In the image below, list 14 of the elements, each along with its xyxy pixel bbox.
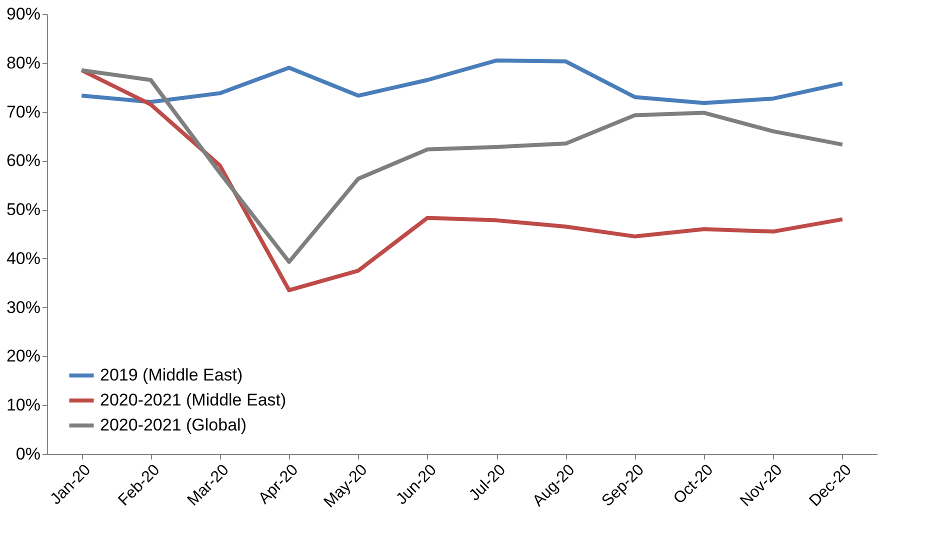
y-tick-label: 70% xyxy=(6,102,40,122)
y-tick-label: 30% xyxy=(6,298,40,317)
legend-label: 2020-2021 (Middle East) xyxy=(100,390,286,410)
y-tick-label: 90% xyxy=(6,4,40,24)
y-tick-label: 20% xyxy=(6,346,40,366)
line-series xyxy=(80,58,844,105)
y-tick-label: 80% xyxy=(6,53,40,72)
y-tick-label: 40% xyxy=(6,248,40,268)
legend-label: 2020-2021 (Global) xyxy=(100,416,246,434)
y-tick-label: 50% xyxy=(6,200,40,220)
y-tick-label: 0% xyxy=(16,444,40,464)
legend-label: 2019 (Middle East) xyxy=(100,366,243,384)
y-tick-label: 60% xyxy=(6,151,40,170)
y-tick-label: 10% xyxy=(6,396,40,415)
